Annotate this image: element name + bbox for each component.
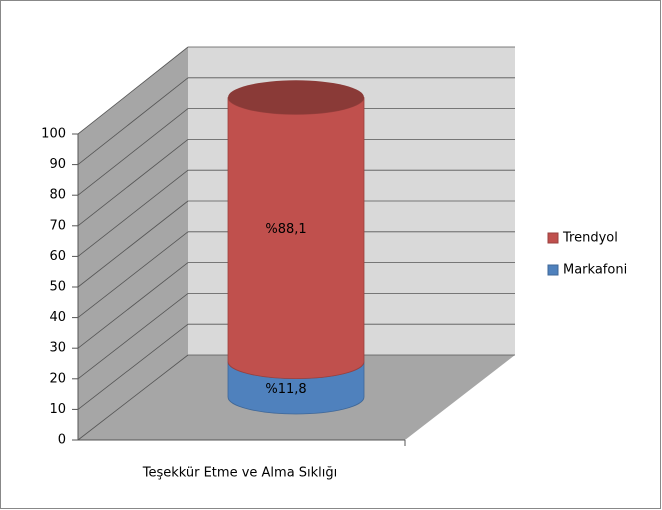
y-tick-label: 20 bbox=[49, 371, 66, 386]
cylinder-segment bbox=[227, 97, 365, 379]
legend-label: Trendyol bbox=[562, 231, 618, 246]
grid-line bbox=[77, 354, 189, 441]
grid-line bbox=[77, 77, 189, 165]
grid-line bbox=[77, 108, 189, 196]
grid-line bbox=[77, 139, 189, 227]
legend-label: Markafoni bbox=[563, 263, 627, 278]
y-tick-label: 10 bbox=[49, 402, 66, 417]
y-tick-label: 30 bbox=[49, 341, 66, 356]
y-tick-label: 70 bbox=[49, 218, 66, 233]
y-tick-label: 90 bbox=[49, 157, 66, 172]
data-label: %11,8 bbox=[265, 382, 306, 397]
legend-swatch bbox=[547, 264, 559, 276]
grid-line bbox=[77, 46, 189, 135]
x-tick-label: Teşekkür Etme ve Alma Sıklığı bbox=[142, 466, 338, 481]
y-tick-label: 60 bbox=[49, 249, 66, 264]
y-tick-label: 100 bbox=[41, 127, 66, 142]
grid-line bbox=[77, 262, 189, 349]
data-label: %88,1 bbox=[265, 222, 306, 237]
y-tick-label: 80 bbox=[49, 188, 66, 203]
grid-line bbox=[77, 200, 189, 288]
grid-line bbox=[77, 323, 189, 410]
grid-line bbox=[77, 169, 189, 257]
grid-line bbox=[77, 231, 189, 318]
y-tick-label: 0 bbox=[58, 433, 66, 448]
y-tick-label: 40 bbox=[49, 310, 66, 325]
y-tick-label: 50 bbox=[49, 280, 66, 295]
grid-line bbox=[77, 293, 189, 380]
legend-swatch bbox=[547, 232, 559, 244]
cylinder-top bbox=[228, 80, 364, 115]
